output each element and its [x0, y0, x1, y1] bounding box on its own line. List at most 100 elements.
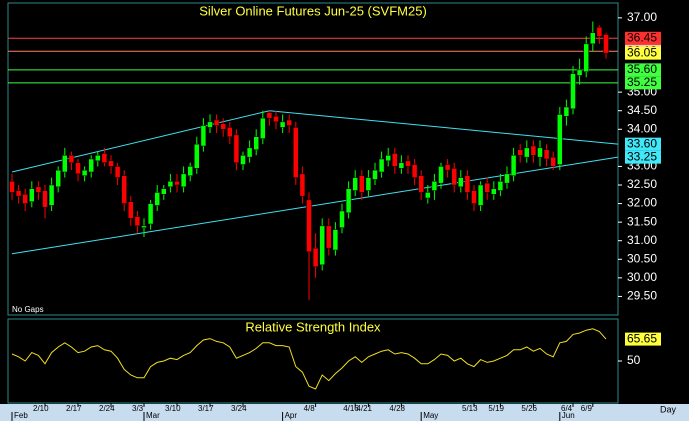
candle-body: [398, 162, 405, 169]
x-tick-label: 3/3: [132, 404, 144, 413]
candle-body: [510, 155, 517, 176]
candle-body: [576, 69, 583, 76]
candle-body: [128, 201, 134, 219]
candle-body: [101, 153, 108, 163]
period-label: Day: [660, 404, 677, 414]
candle-body: [68, 155, 75, 163]
candle-body: [345, 188, 352, 214]
candle-body: [154, 192, 160, 206]
candle-body: [213, 119, 220, 126]
candle-body: [464, 175, 471, 193]
price-panel: [7, 2, 619, 316]
x-tick-label: 6/4: [561, 404, 573, 413]
month-label: Apr: [285, 411, 298, 420]
price-label-bg: [625, 31, 661, 45]
rsi-line: [11, 328, 607, 390]
y-tick-label: 29.50: [627, 289, 657, 303]
candle-body: [537, 147, 543, 158]
rsi-y-tick-label: 50: [627, 353, 641, 367]
candle-body: [471, 190, 477, 204]
candle-body: [15, 190, 22, 197]
candle-body: [253, 136, 259, 150]
candle-body: [194, 143, 200, 169]
candle-body: [62, 155, 68, 173]
candle-body: [114, 166, 121, 178]
candle-body: [484, 182, 490, 193]
x-tick-label: 3/24: [231, 404, 247, 413]
candle-body: [332, 229, 339, 251]
trendline: [11, 156, 619, 255]
candle-body: [590, 32, 596, 45]
candle-body: [174, 181, 180, 186]
candle-body: [418, 175, 424, 193]
x-tick-label: 6/9: [581, 404, 593, 413]
candle-body: [326, 225, 332, 249]
candle-body: [167, 181, 174, 188]
price-label-bg: [625, 137, 661, 151]
rsi-label-bg: [625, 332, 661, 346]
x-tick-label: 5/13: [462, 404, 478, 413]
candle-body: [570, 73, 576, 110]
candle-body: [207, 121, 213, 128]
note: No Gaps: [12, 305, 44, 314]
candle-body: [339, 210, 345, 228]
y-tick-label: 34.50: [627, 103, 657, 117]
candle-body: [530, 145, 537, 156]
candle-body: [134, 216, 141, 227]
y-tick-label: 32.50: [627, 177, 657, 191]
candle-body: [312, 247, 319, 267]
candle-body: [220, 123, 226, 130]
price-label-bg: [625, 63, 661, 77]
price-label: 36.45: [627, 30, 657, 44]
x-tick-label: 4/16: [343, 404, 359, 413]
candle-body: [425, 192, 431, 199]
candle-body: [299, 173, 306, 197]
candle-body: [266, 112, 273, 119]
x-tick-label: 4/21: [356, 404, 372, 413]
x-tick-label: 2/17: [66, 404, 82, 413]
candle-body: [279, 121, 286, 128]
candle-body: [458, 177, 464, 188]
date-axis: [0, 404, 689, 421]
candle-body: [42, 190, 48, 208]
price-label: 33.60: [627, 136, 657, 150]
rsi-title: Relative Strength Index: [245, 319, 381, 334]
candle-body: [543, 149, 550, 160]
candle-body: [491, 188, 497, 195]
candle-body: [48, 184, 55, 206]
candle-body: [286, 119, 292, 126]
candle-body: [596, 26, 603, 37]
candle-body: [444, 164, 451, 171]
candle-body: [147, 203, 154, 225]
candle-body: [359, 175, 365, 193]
candle-body: [260, 117, 266, 139]
rsi-label: 65.65: [627, 331, 657, 345]
candle-body: [550, 156, 556, 167]
y-tick-label: 34.00: [627, 121, 657, 135]
candle-body: [431, 181, 438, 191]
candle-body: [180, 173, 187, 188]
candle-body: [227, 127, 233, 137]
candle-body: [273, 116, 279, 123]
x-tick-label: 2/10: [33, 404, 49, 413]
candle-body: [35, 186, 42, 193]
candle-body: [517, 149, 523, 156]
candle-body: [108, 160, 114, 167]
candle-body: [293, 127, 299, 178]
price-label-bg: [625, 76, 661, 90]
candle-body: [405, 160, 411, 167]
candle-body: [524, 147, 530, 158]
month-label: Feb: [14, 411, 28, 420]
price-label: 36.05: [627, 45, 657, 59]
candle-body: [306, 199, 312, 253]
candle-body: [233, 134, 240, 163]
y-tick-label: 30.00: [627, 270, 657, 284]
candle-body: [75, 162, 81, 175]
candle-body: [352, 177, 358, 191]
candle-body: [81, 169, 88, 176]
candle-body: [121, 175, 127, 204]
month-label: Mar: [146, 411, 160, 420]
price-label: 33.25: [627, 149, 657, 163]
candle-body: [477, 184, 484, 206]
x-tick-label: 2/24: [99, 404, 115, 413]
